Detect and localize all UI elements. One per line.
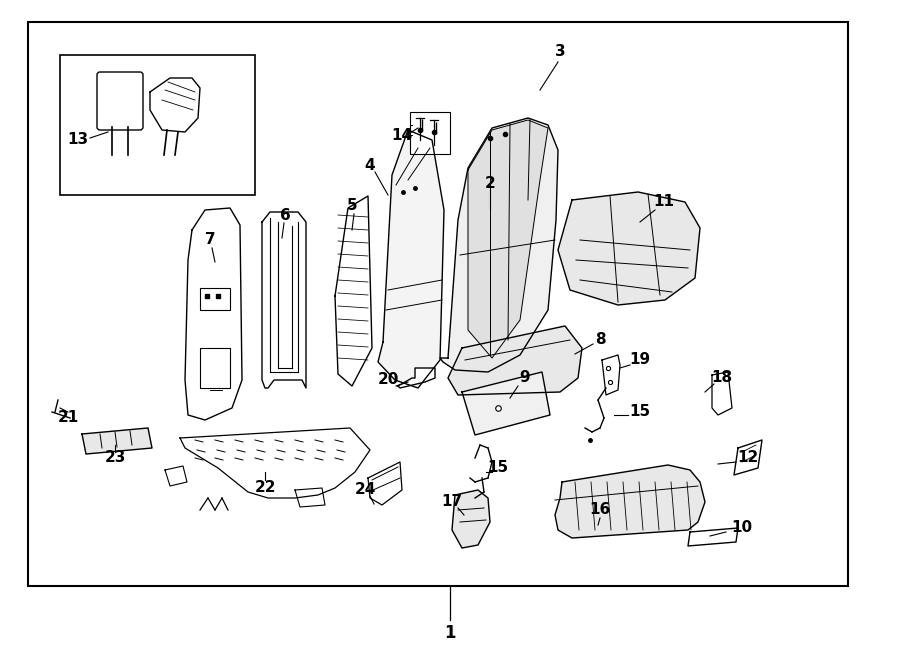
- Polygon shape: [448, 326, 582, 395]
- Text: 17: 17: [441, 494, 463, 510]
- Text: 23: 23: [104, 451, 126, 465]
- Text: 3: 3: [554, 44, 565, 59]
- Polygon shape: [82, 428, 152, 454]
- Polygon shape: [295, 488, 325, 507]
- Polygon shape: [378, 130, 444, 388]
- Text: 15: 15: [488, 461, 508, 475]
- Polygon shape: [398, 368, 435, 388]
- Text: 11: 11: [653, 194, 674, 210]
- Text: 20: 20: [377, 373, 399, 387]
- Polygon shape: [452, 490, 490, 548]
- Polygon shape: [368, 462, 402, 505]
- Text: 9: 9: [519, 371, 530, 385]
- Text: 15: 15: [629, 405, 651, 420]
- Bar: [200, 288, 230, 310]
- Text: 2: 2: [484, 176, 495, 190]
- Polygon shape: [712, 372, 732, 415]
- Text: 18: 18: [711, 371, 733, 385]
- Bar: [200, 348, 230, 388]
- Text: 10: 10: [732, 520, 752, 535]
- Text: 7: 7: [204, 233, 215, 247]
- Polygon shape: [558, 192, 700, 305]
- Polygon shape: [440, 118, 558, 372]
- Bar: [60, 55, 255, 195]
- Text: 21: 21: [58, 410, 78, 426]
- Polygon shape: [555, 465, 705, 538]
- Text: 1: 1: [445, 624, 455, 642]
- Text: 6: 6: [280, 208, 291, 223]
- Text: 13: 13: [68, 132, 88, 147]
- Text: 14: 14: [392, 128, 412, 143]
- Polygon shape: [468, 120, 548, 358]
- Polygon shape: [688, 528, 738, 546]
- Text: 16: 16: [590, 502, 610, 518]
- Text: 5: 5: [346, 198, 357, 212]
- FancyBboxPatch shape: [97, 72, 143, 130]
- Text: 12: 12: [737, 451, 759, 465]
- Text: 22: 22: [254, 481, 275, 496]
- Polygon shape: [165, 466, 187, 486]
- Polygon shape: [335, 196, 372, 386]
- Polygon shape: [462, 372, 550, 435]
- Polygon shape: [150, 78, 200, 132]
- Text: 8: 8: [595, 332, 606, 348]
- Text: 19: 19: [629, 352, 651, 368]
- Bar: [410, 112, 450, 154]
- Text: 24: 24: [355, 483, 375, 498]
- Polygon shape: [734, 440, 762, 475]
- Polygon shape: [262, 212, 306, 388]
- Polygon shape: [180, 428, 370, 498]
- Text: 4: 4: [364, 157, 375, 173]
- Bar: [28, 22, 848, 586]
- Polygon shape: [602, 355, 620, 395]
- Polygon shape: [185, 208, 242, 420]
